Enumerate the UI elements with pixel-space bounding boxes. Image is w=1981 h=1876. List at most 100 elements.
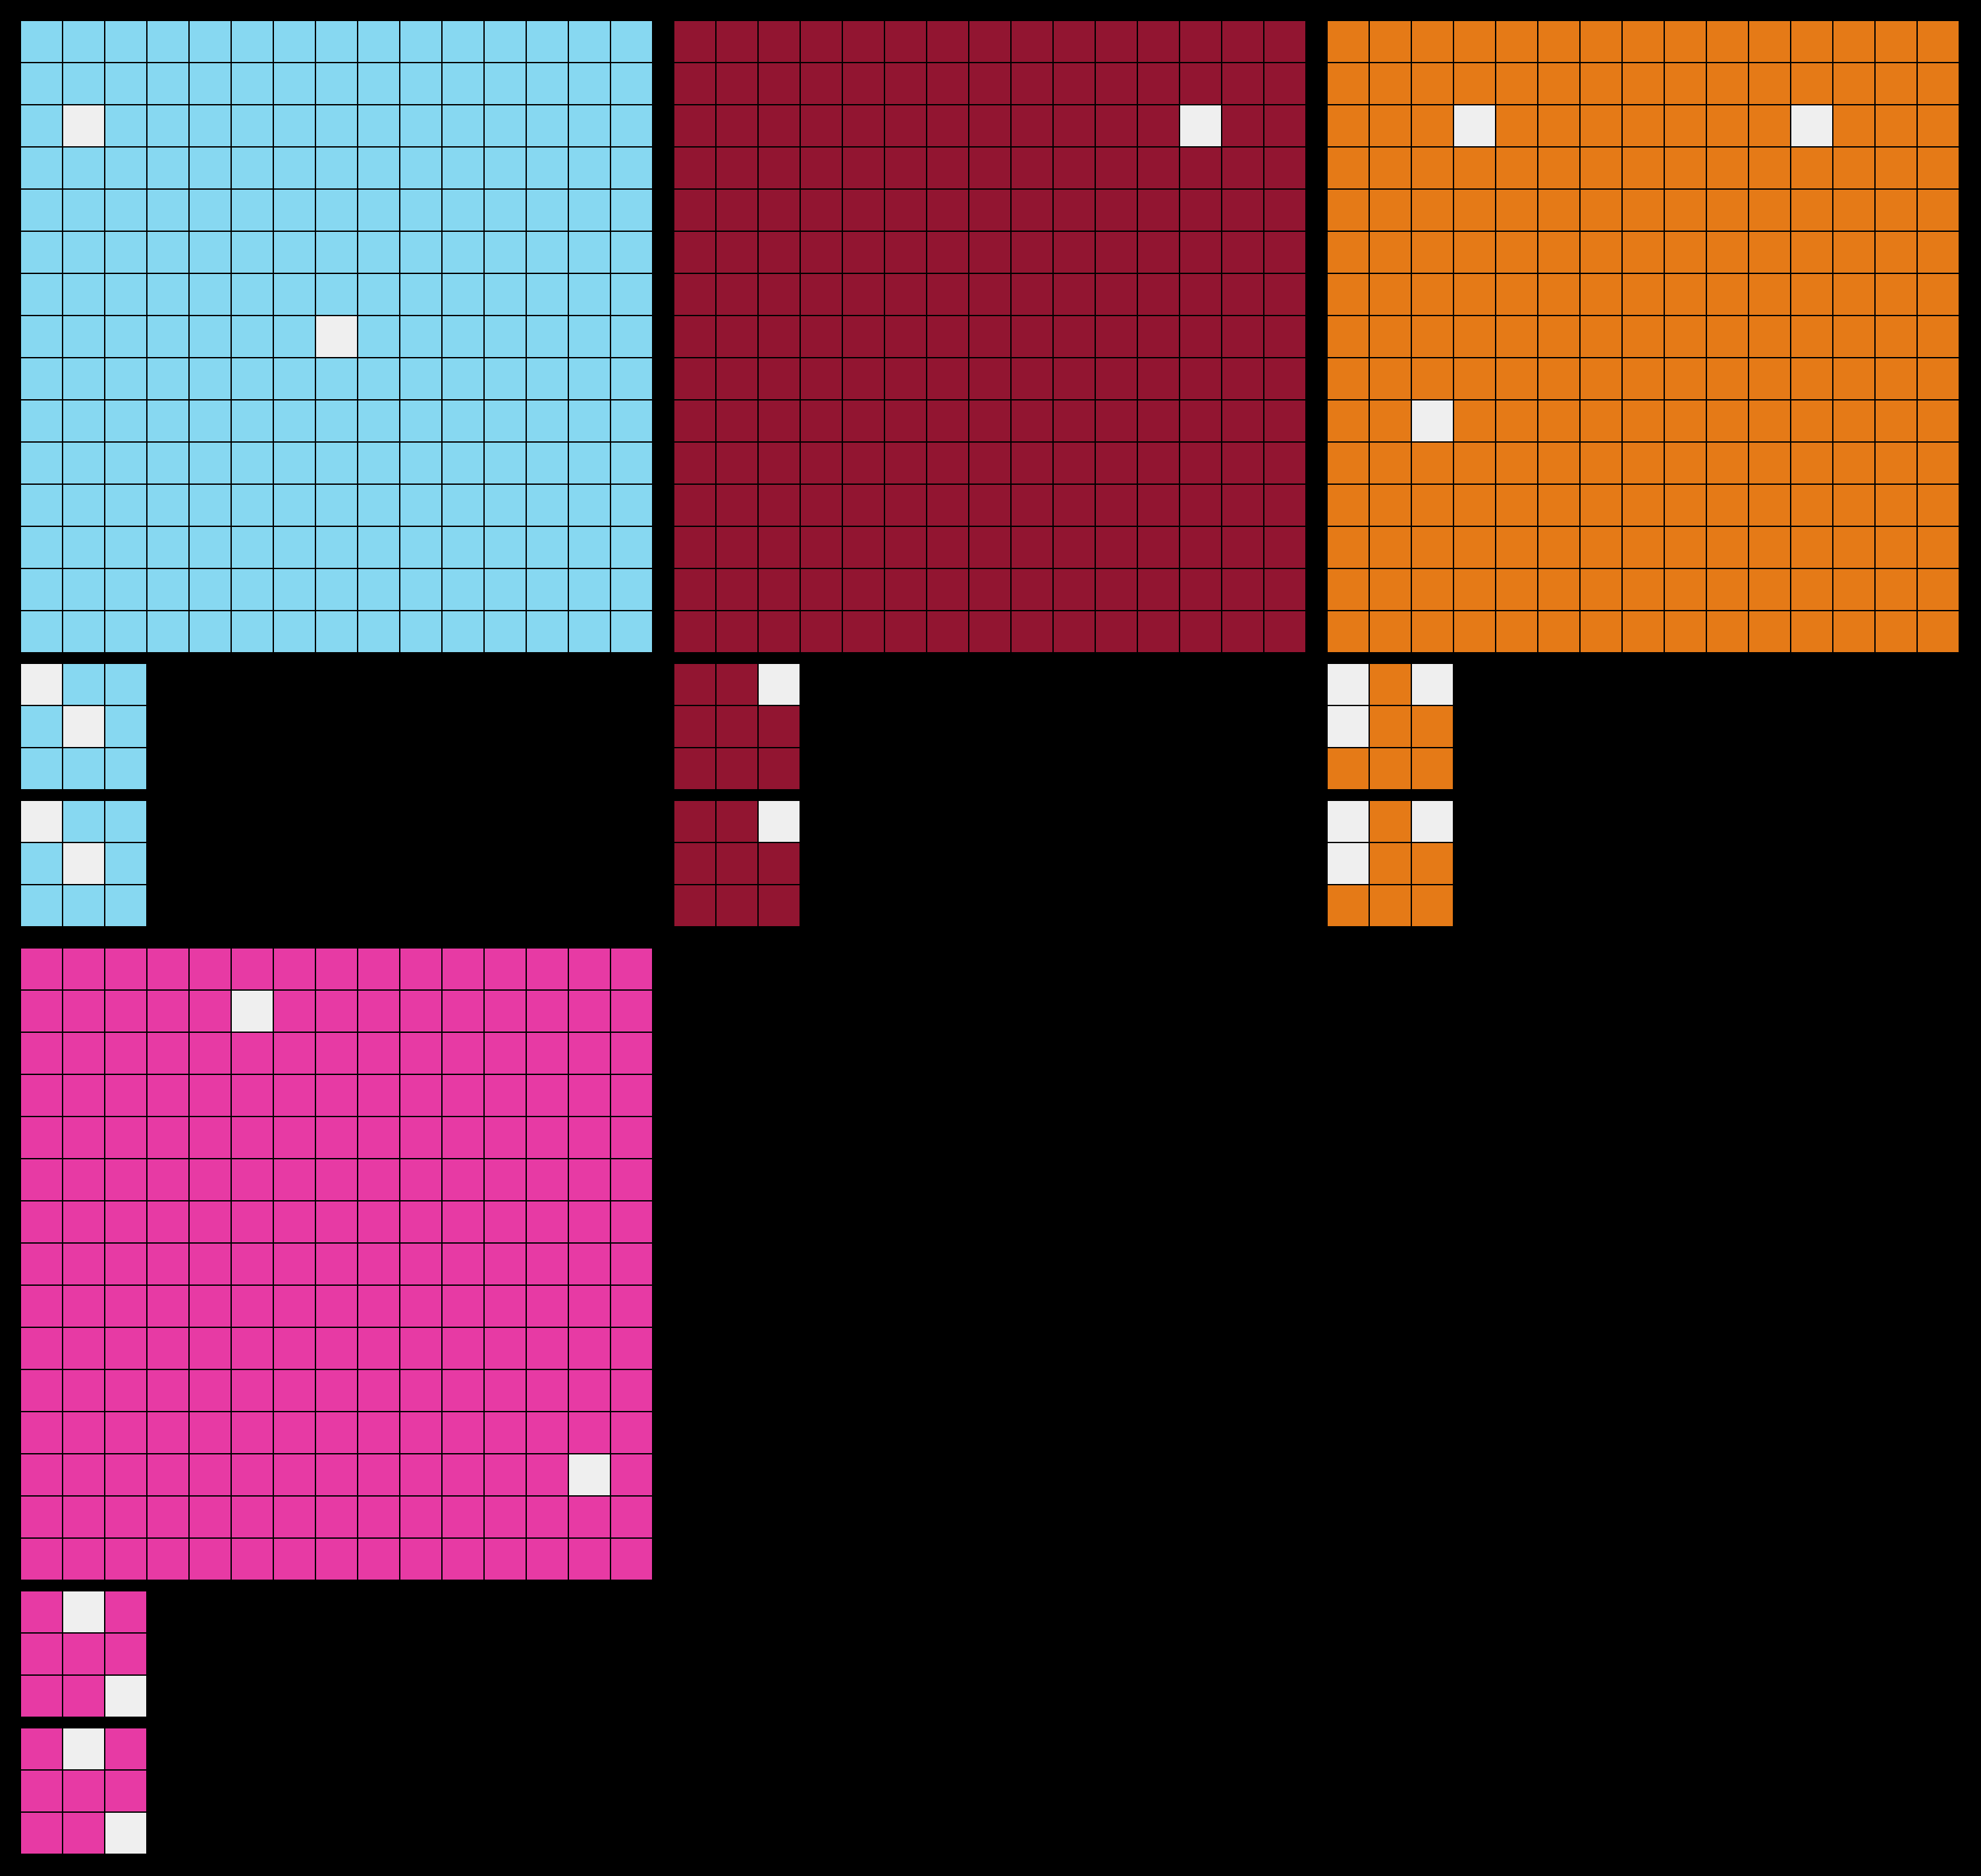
- grid-cell[interactable]: [1138, 63, 1179, 104]
- grid-cell[interactable]: [1370, 105, 1411, 146]
- grid-cell[interactable]: [190, 232, 231, 273]
- grid-cell[interactable]: [759, 485, 800, 526]
- grid-cell[interactable]: [316, 63, 357, 104]
- grid-cell[interactable]: [232, 1539, 273, 1580]
- grid-cell[interactable]: [21, 1159, 62, 1200]
- grid-cell[interactable]: [21, 1728, 62, 1769]
- grid-cell[interactable]: [1876, 527, 1916, 568]
- grid-cell[interactable]: [105, 63, 146, 104]
- grid-cell[interactable]: [527, 358, 568, 399]
- grid-cell[interactable]: [611, 316, 652, 357]
- grid-cell[interactable]: [1665, 485, 1706, 526]
- grid-cell[interactable]: [1623, 358, 1664, 399]
- grid-cell[interactable]: [759, 400, 800, 441]
- grid-cell[interactable]: [1054, 190, 1095, 231]
- grid-cell[interactable]: [1665, 316, 1706, 357]
- grid-cell[interactable]: [674, 485, 715, 526]
- grid-cell[interactable]: [63, 1539, 104, 1580]
- grid-cell[interactable]: [400, 63, 441, 104]
- empty-cell[interactable]: [759, 664, 800, 705]
- grid-cell[interactable]: [611, 1117, 652, 1158]
- grid-cell[interactable]: [358, 21, 399, 62]
- grid-cell[interactable]: [1222, 443, 1263, 483]
- grid-cell[interactable]: [232, 1033, 273, 1074]
- grid-cell[interactable]: [1370, 706, 1411, 747]
- grid-cell[interactable]: [148, 569, 188, 610]
- grid-cell[interactable]: [190, 611, 231, 652]
- grid-cell[interactable]: [569, 1075, 610, 1116]
- grid-cell[interactable]: [443, 232, 483, 273]
- grid-cell[interactable]: [105, 232, 146, 273]
- grid-cell[interactable]: [232, 485, 273, 526]
- grid-cell[interactable]: [105, 400, 146, 441]
- grid-cell[interactable]: [105, 748, 146, 789]
- grid-cell[interactable]: [148, 274, 188, 315]
- grid-cell[interactable]: [316, 190, 357, 231]
- grid-cell[interactable]: [232, 358, 273, 399]
- grid-cell[interactable]: [400, 1075, 441, 1116]
- grid-cell[interactable]: [885, 316, 926, 357]
- grid-cell[interactable]: [527, 1412, 568, 1453]
- grid-cell[interactable]: [232, 1412, 273, 1453]
- grid-cell[interactable]: [1496, 148, 1537, 188]
- grid-cell[interactable]: [927, 485, 968, 526]
- grid-cell[interactable]: [1138, 190, 1179, 231]
- grid-cell[interactable]: [1665, 400, 1706, 441]
- grid-cell[interactable]: [400, 949, 441, 989]
- grid-cell[interactable]: [1370, 748, 1411, 789]
- grid-cell[interactable]: [358, 1497, 399, 1537]
- grid-cell[interactable]: [443, 1075, 483, 1116]
- grid-cell[interactable]: [1012, 148, 1052, 188]
- grid-cell[interactable]: [1876, 21, 1916, 62]
- grid-cell[interactable]: [1749, 400, 1790, 441]
- grid-cell[interactable]: [1222, 105, 1263, 146]
- grid-cell[interactable]: [21, 190, 62, 231]
- grid-cell[interactable]: [527, 63, 568, 104]
- grid-cell[interactable]: [105, 1159, 146, 1200]
- grid-cell[interactable]: [969, 190, 1010, 231]
- grid-cell[interactable]: [759, 316, 800, 357]
- grid-cell[interactable]: [443, 21, 483, 62]
- grid-cell[interactable]: [1054, 358, 1095, 399]
- grid-cell[interactable]: [1412, 232, 1453, 273]
- grid-cell[interactable]: [527, 1286, 568, 1327]
- grid-cell[interactable]: [274, 1454, 315, 1495]
- grid-cell[interactable]: [190, 190, 231, 231]
- grid-cell[interactable]: [21, 316, 62, 357]
- grid-cell[interactable]: [105, 1591, 146, 1632]
- grid-cell[interactable]: [485, 1370, 526, 1411]
- grid-cell[interactable]: [1665, 611, 1706, 652]
- grid-cell[interactable]: [843, 232, 884, 273]
- grid-cell[interactable]: [927, 190, 968, 231]
- grid-cell[interactable]: [63, 748, 104, 789]
- grid-cell[interactable]: [1791, 400, 1832, 441]
- grid-cell[interactable]: [274, 148, 315, 188]
- grid-cell[interactable]: [801, 569, 842, 610]
- grid-cell[interactable]: [1054, 316, 1095, 357]
- grid-cell[interactable]: [1412, 274, 1453, 315]
- grid-cell[interactable]: [1707, 358, 1748, 399]
- grid-cell[interactable]: [1012, 21, 1052, 62]
- grid-cell[interactable]: [611, 1159, 652, 1200]
- grid-cell[interactable]: [1454, 63, 1495, 104]
- grid-cell[interactable]: [316, 1117, 357, 1158]
- grid-cell[interactable]: [1138, 316, 1179, 357]
- grid-cell[interactable]: [1054, 63, 1095, 104]
- grid-cell[interactable]: [674, 706, 715, 747]
- grid-cell[interactable]: [1454, 400, 1495, 441]
- grid-cell[interactable]: [274, 190, 315, 231]
- grid-cell[interactable]: [274, 316, 315, 357]
- grid-cell[interactable]: [1581, 63, 1621, 104]
- grid-cell[interactable]: [611, 949, 652, 989]
- grid-cell[interactable]: [717, 232, 757, 273]
- grid-cell[interactable]: [1581, 274, 1621, 315]
- grid-cell[interactable]: [274, 1286, 315, 1327]
- grid-cell[interactable]: [1749, 611, 1790, 652]
- grid-cell[interactable]: [717, 316, 757, 357]
- grid-cell[interactable]: [1876, 148, 1916, 188]
- grid-cell[interactable]: [1054, 611, 1095, 652]
- grid-cell[interactable]: [274, 611, 315, 652]
- grid-cell[interactable]: [1222, 569, 1263, 610]
- grid-cell[interactable]: [1496, 21, 1537, 62]
- grid-cell[interactable]: [63, 21, 104, 62]
